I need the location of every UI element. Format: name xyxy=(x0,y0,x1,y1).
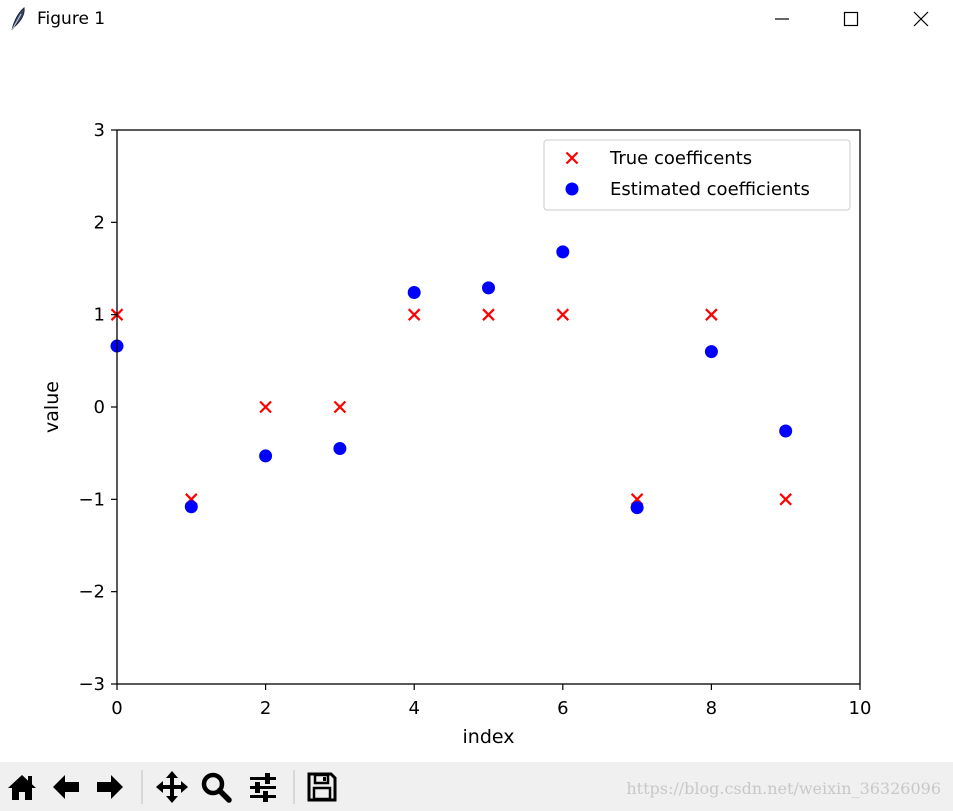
true-coefficient-point xyxy=(333,400,347,414)
true-coefficient-point xyxy=(407,308,421,321)
true-coefficient-point xyxy=(779,493,792,506)
minimize-icon xyxy=(775,18,789,20)
forward-button[interactable] xyxy=(90,766,130,808)
estimated-coefficient-point xyxy=(704,345,718,359)
y-tick-label: −2 xyxy=(78,582,105,603)
legend-marker xyxy=(565,182,579,196)
true-coefficient-point xyxy=(482,308,495,321)
maximize-icon xyxy=(843,11,859,27)
y-tick-label: 2 xyxy=(94,212,105,233)
legend-label: True coefficents xyxy=(609,148,752,169)
sliders-icon xyxy=(250,773,276,802)
save-button[interactable] xyxy=(302,766,342,808)
estimated-coefficient-point xyxy=(630,501,644,515)
y-tick-label: 3 xyxy=(94,120,105,141)
estimated-coefficient-point xyxy=(333,442,347,456)
estimated-coefficient-point xyxy=(184,500,198,514)
true-coefficient-point xyxy=(705,308,718,321)
maximize-button[interactable] xyxy=(828,0,874,38)
close-button[interactable] xyxy=(898,0,944,38)
x-axis-ticks: 0 2 4 6 8 10 xyxy=(111,684,871,719)
estimated-coefficient-point xyxy=(482,281,495,295)
true-coefficient-point xyxy=(259,400,272,414)
legend-marker xyxy=(565,151,579,165)
estimated-coefficient-point xyxy=(556,245,570,259)
magnifier-icon xyxy=(201,772,232,803)
y-tick-label: 1 xyxy=(94,305,105,326)
navigation-toolbar: https://blog.csdn.net/weixin_36326096 xyxy=(0,762,953,811)
legend-label: Estimated coefficients xyxy=(610,179,810,200)
plot-canvas[interactable]: 0 2 4 6 8 10 −3 −2 −1 0 1 2 3 index value True coef… xyxy=(0,40,953,762)
x-tick-label: 0 xyxy=(111,698,122,719)
feather-icon xyxy=(8,6,28,32)
estimated-coefficient-point xyxy=(407,286,421,300)
y-axis-ticks: −3 −2 −1 0 1 2 3 xyxy=(78,120,117,695)
y-axis-label: value xyxy=(41,381,63,433)
title-bar: Figure 1 xyxy=(0,0,953,40)
pan-button[interactable] xyxy=(152,766,192,808)
back-button[interactable] xyxy=(46,766,86,808)
close-icon xyxy=(913,11,929,27)
minimize-button[interactable] xyxy=(759,0,805,38)
toolbar-separator xyxy=(141,770,143,804)
y-tick-label: 0 xyxy=(94,397,105,418)
true-coefficient-point xyxy=(556,308,570,321)
arrow-right-icon xyxy=(97,775,123,799)
y-tick-label: −1 xyxy=(78,489,105,510)
estimated-coefficient-point xyxy=(259,449,273,463)
move-icon xyxy=(156,771,188,803)
legend-box xyxy=(543,139,851,211)
zoom-button[interactable] xyxy=(196,766,236,808)
x-tick-label: 4 xyxy=(408,698,419,719)
y-tick-label: −3 xyxy=(78,674,105,695)
configure-subplots-button[interactable] xyxy=(243,766,283,808)
scatter-chart: 0 2 4 6 8 10 −3 −2 −1 0 1 2 3 index value True coef… xyxy=(41,120,871,748)
legend: True coefficents Estimated coefficients xyxy=(543,139,851,211)
floppy-disk-icon xyxy=(307,772,337,802)
watermark: https://blog.csdn.net/weixin_36326096 xyxy=(626,779,941,798)
home-icon xyxy=(8,775,36,800)
x-tick-label: 10 xyxy=(849,698,872,719)
x-axis-label: index xyxy=(463,726,515,748)
true-coefficients-series xyxy=(110,308,792,506)
x-tick-label: 6 xyxy=(557,698,568,719)
estimated-coefficients-series xyxy=(110,245,793,515)
estimated-coefficient-point xyxy=(779,424,793,438)
window-title: Figure 1 xyxy=(37,9,106,29)
toolbar-separator xyxy=(293,770,295,804)
home-button[interactable] xyxy=(2,766,42,808)
chart-marks xyxy=(110,245,793,515)
arrow-left-icon xyxy=(53,775,79,799)
axes-frame xyxy=(116,129,861,685)
x-tick-label: 8 xyxy=(706,698,717,719)
x-tick-label: 2 xyxy=(260,698,271,719)
